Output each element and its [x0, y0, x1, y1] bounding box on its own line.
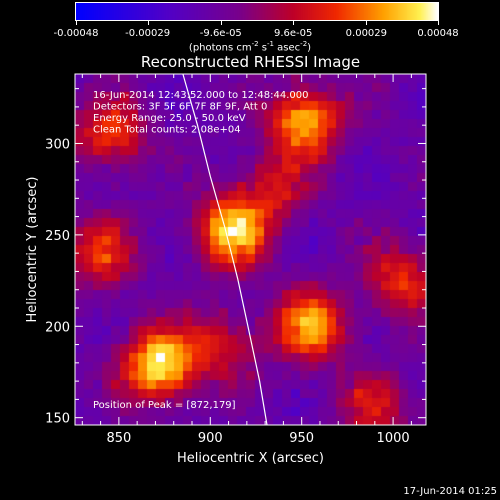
colorbar	[75, 2, 439, 21]
colorbar-tick-mark	[438, 21, 439, 25]
colorbar-units: (photons cm-2 s-1 asec-2)	[188, 40, 312, 54]
info-annotation: Energy Range: 25.0 - 50.0 keV	[93, 113, 246, 124]
y-tick-label: 300	[45, 137, 70, 152]
limb-curve	[182, 73, 268, 426]
colorbar-tick-label: 9.6e-05	[273, 28, 313, 39]
colorbar-tick-mark	[366, 21, 367, 25]
y-axis-label: Heliocentric Y (arcsec)	[25, 177, 40, 323]
colorbar-tick-mark	[76, 21, 77, 25]
timestamp: 17-Jun-2014 01:25	[403, 486, 497, 497]
x-tick-label: 950	[289, 431, 314, 446]
x-axis-label: Heliocentric X (arcsec)	[177, 451, 324, 466]
colorbar-gradient	[76, 3, 438, 20]
y-tick-label: 250	[45, 229, 70, 244]
colorbar-tick-label: -0.00048	[53, 28, 99, 39]
colorbar-tick-mark	[221, 21, 222, 25]
y-tick-label: 200	[45, 320, 70, 335]
colorbar-tick-mark	[148, 21, 149, 25]
heatmap-image	[75, 74, 426, 425]
colorbar-tick-label: 0.00048	[417, 28, 459, 39]
plot-frame	[74, 73, 427, 426]
colorbar-tick-mark	[293, 21, 294, 25]
y-tick-label: 150	[45, 412, 70, 427]
peak-annotation: Position of Peak = [872,179]	[93, 400, 236, 411]
chart-title: Reconstructed RHESSI Image	[140, 53, 361, 71]
colorbar-tick-label: -0.00029	[125, 28, 171, 39]
x-tick-label: 900	[198, 431, 223, 446]
info-annotation: Detectors: 3F 5F 6F 7F 8F 9F, Att 0	[93, 102, 267, 113]
colorbar-tick-label: -9.6e-05	[199, 28, 242, 39]
x-tick-label: 850	[106, 431, 131, 446]
colorbar-tick-label: 0.00029	[345, 28, 388, 39]
info-annotation: Clean Total counts: 2.08e+04	[93, 125, 241, 136]
info-annotation: 16-Jun-2014 12:43:52.000 to 12:48:44.000	[93, 90, 309, 101]
x-tick-label: 1000	[377, 431, 410, 446]
